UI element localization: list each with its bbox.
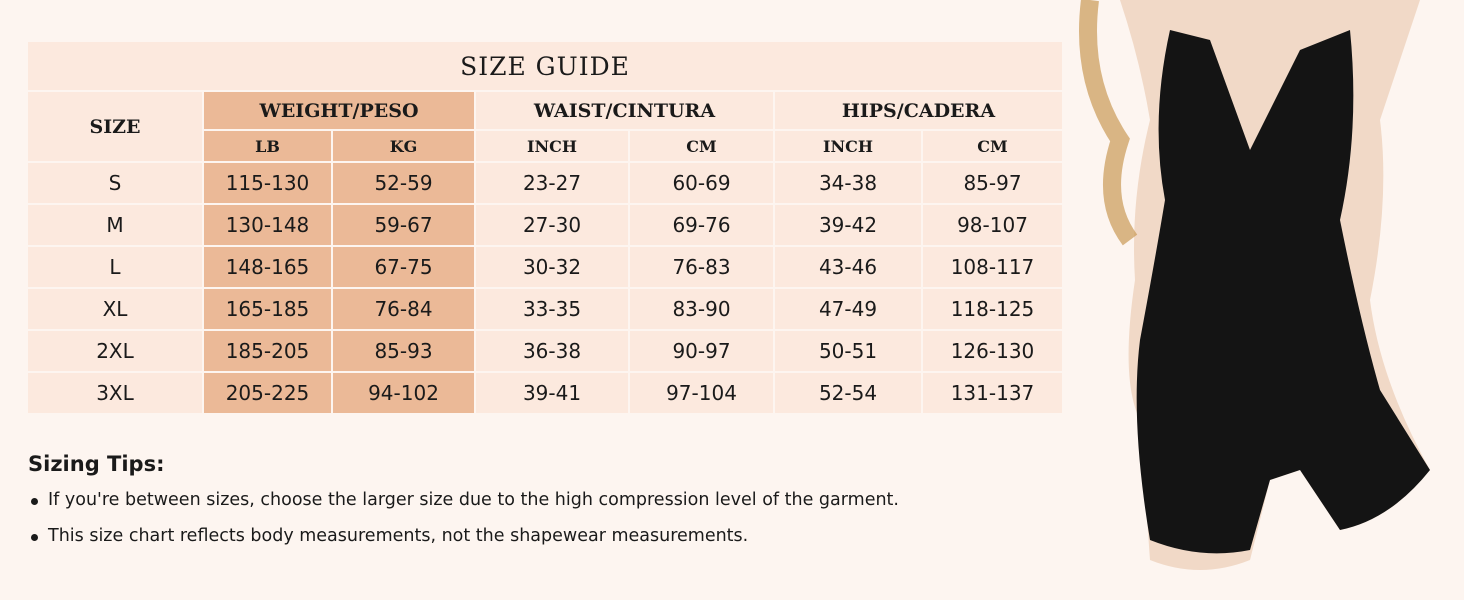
kg-header: KG <box>333 131 474 161</box>
cell-kg: 94-102 <box>333 373 474 413</box>
cell-hips-cm: 98-107 <box>923 205 1062 245</box>
cell-size: S <box>28 163 202 203</box>
tips-heading: Sizing Tips: <box>28 452 165 476</box>
tip-item: This size chart reflects body measuremen… <box>28 526 899 546</box>
cell-lb: 130-148 <box>204 205 331 245</box>
cell-hips-cm: 118-125 <box>923 289 1062 329</box>
cell-hips-inch: 43-46 <box>775 247 921 287</box>
cell-waist-cm: 76-83 <box>630 247 773 287</box>
cell-hips-cm: 108-117 <box>923 247 1062 287</box>
cell-waist-cm: 97-104 <box>630 373 773 413</box>
cell-kg: 67-75 <box>333 247 474 287</box>
waist-cm-header: CM <box>630 131 773 161</box>
lb-header: LB <box>204 131 331 161</box>
cell-lb: 185-205 <box>204 331 331 371</box>
cell-size: 3XL <box>28 373 202 413</box>
hips-cm-header: CM <box>923 131 1062 161</box>
cell-waist-inch: 33-35 <box>476 289 628 329</box>
cell-hips-inch: 50-51 <box>775 331 921 371</box>
cell-waist-inch: 27-30 <box>476 205 628 245</box>
cell-waist-inch: 39-41 <box>476 373 628 413</box>
tip-item: If you're between sizes, choose the larg… <box>28 490 899 510</box>
cell-lb: 165-185 <box>204 289 331 329</box>
model-photo <box>1079 0 1430 570</box>
cell-size: 2XL <box>28 331 202 371</box>
size-table: SIZE GUIDE SIZE WEIGHT/PESO WAIST/CINTUR… <box>28 42 1062 413</box>
cell-waist-inch: 23-27 <box>476 163 628 203</box>
table-title: SIZE GUIDE <box>28 42 1062 90</box>
cell-kg: 85-93 <box>333 331 474 371</box>
hips-inch-header: INCH <box>775 131 921 161</box>
sizing-tips: Sizing Tips: If you're between sizes, ch… <box>28 452 899 562</box>
cell-hips-cm: 131-137 <box>923 373 1062 413</box>
cell-size: M <box>28 205 202 245</box>
cell-hips-inch: 34-38 <box>775 163 921 203</box>
cell-hips-inch: 47-49 <box>775 289 921 329</box>
cell-waist-inch: 30-32 <box>476 247 628 287</box>
cell-hips-cm: 85-97 <box>923 163 1062 203</box>
cell-waist-cm: 83-90 <box>630 289 773 329</box>
size-header: SIZE <box>28 92 202 161</box>
cell-hips-cm: 126-130 <box>923 331 1062 371</box>
cell-waist-cm: 90-97 <box>630 331 773 371</box>
cell-kg: 76-84 <box>333 289 474 329</box>
cell-lb: 148-165 <box>204 247 331 287</box>
cell-hips-inch: 39-42 <box>775 205 921 245</box>
cell-waist-cm: 69-76 <box>630 205 773 245</box>
cell-hips-inch: 52-54 <box>775 373 921 413</box>
cell-lb: 205-225 <box>204 373 331 413</box>
waist-header: WAIST/CINTURA <box>476 92 773 129</box>
weight-header: WEIGHT/PESO <box>204 92 474 129</box>
hips-header: HIPS/CADERA <box>775 92 1062 129</box>
cell-size: XL <box>28 289 202 329</box>
cell-waist-inch: 36-38 <box>476 331 628 371</box>
cell-size: L <box>28 247 202 287</box>
cell-waist-cm: 60-69 <box>630 163 773 203</box>
cell-kg: 59-67 <box>333 205 474 245</box>
cell-kg: 52-59 <box>333 163 474 203</box>
cell-lb: 115-130 <box>204 163 331 203</box>
waist-inch-header: INCH <box>476 131 628 161</box>
